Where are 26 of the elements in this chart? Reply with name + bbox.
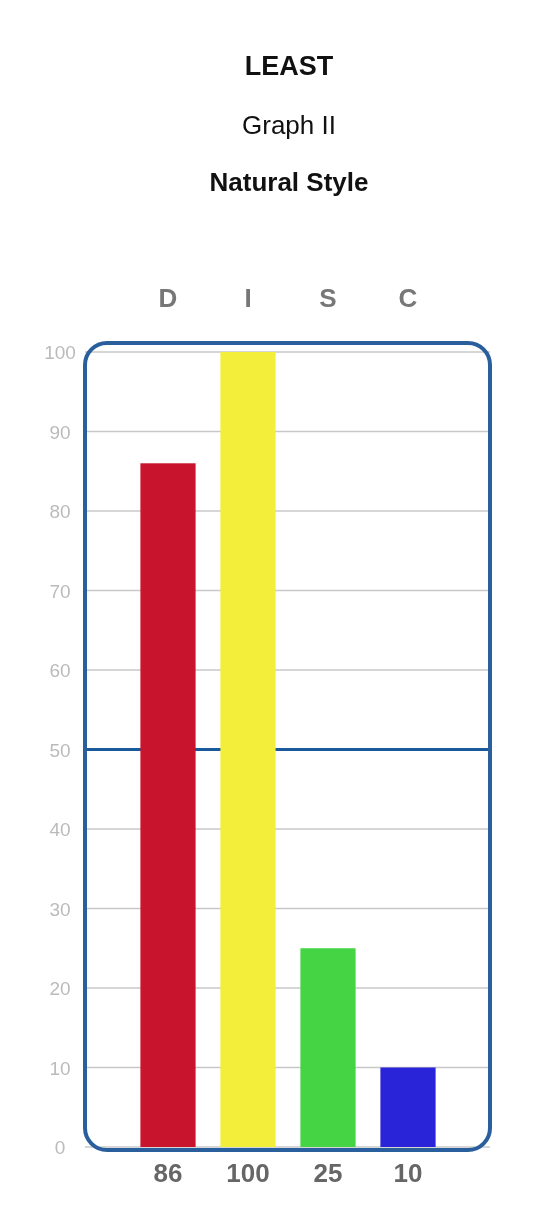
x-axis-title: Natural Style <box>209 167 369 197</box>
bar <box>300 948 356 1147</box>
chart-subtitle: Graph II <box>242 110 336 140</box>
y-tick-label: 20 <box>49 978 71 999</box>
x-tick-label: I <box>244 283 252 313</box>
x-tick-label: D <box>158 283 178 313</box>
x-tick-label: C <box>398 283 418 313</box>
bar <box>140 463 196 1147</box>
data-label: 10 <box>393 1158 423 1188</box>
y-tick-label: 70 <box>49 580 71 602</box>
bar <box>220 352 276 1147</box>
data-label: 25 <box>313 1158 343 1188</box>
chart-title: LEAST <box>244 51 334 81</box>
y-tick-label: 30 <box>49 898 71 920</box>
bar <box>380 1067 436 1147</box>
y-tick-label: 60 <box>49 660 71 681</box>
data-label: 100 <box>226 1158 270 1188</box>
y-tick-label: 90 <box>49 421 71 443</box>
y-tick-label: 10 <box>49 1057 71 1079</box>
data-label: 86 <box>153 1158 183 1188</box>
y-tick-label: 100 <box>44 342 76 363</box>
x-tick-label: S <box>319 283 337 313</box>
y-tick-label: 40 <box>49 819 71 840</box>
y-tick-label: 80 <box>49 501 71 522</box>
y-tick-label: 50 <box>49 739 71 761</box>
y-tick-label: 0 <box>54 1137 66 1158</box>
